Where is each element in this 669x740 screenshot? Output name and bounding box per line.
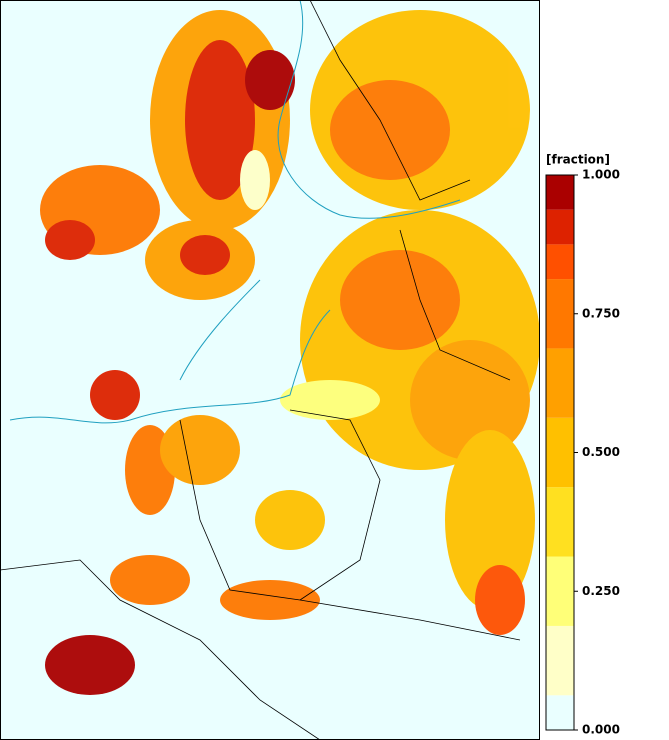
colorbar-band	[546, 556, 574, 626]
colorbar-band	[546, 625, 574, 696]
colorbar-tick-label: 0.000	[582, 723, 620, 737]
map	[0, 0, 540, 740]
colorbar: [fraction] 0.000 0.250 0.500 0.750 1.000	[545, 153, 620, 737]
colorbar-tick-label: 0.500	[582, 445, 620, 459]
colorbar-band	[546, 417, 574, 488]
colorbar-band	[546, 695, 574, 730]
colorbar-band	[546, 348, 574, 418]
colorbar-band	[546, 209, 574, 245]
colorbar-tick-label: 0.250	[582, 584, 620, 598]
field	[40, 10, 540, 695]
colorbar-tick-label: 1.000	[582, 168, 620, 182]
colorbar-band	[546, 487, 574, 557]
colorbar-band	[546, 175, 574, 210]
colorbar-band	[546, 244, 574, 280]
coastline	[9, 0, 461, 424]
colorbar-tick-label: 0.750	[582, 306, 620, 320]
colorbar-label: [fraction]	[546, 153, 610, 167]
borders	[0, 0, 521, 740]
colorbar-band	[546, 279, 574, 349]
